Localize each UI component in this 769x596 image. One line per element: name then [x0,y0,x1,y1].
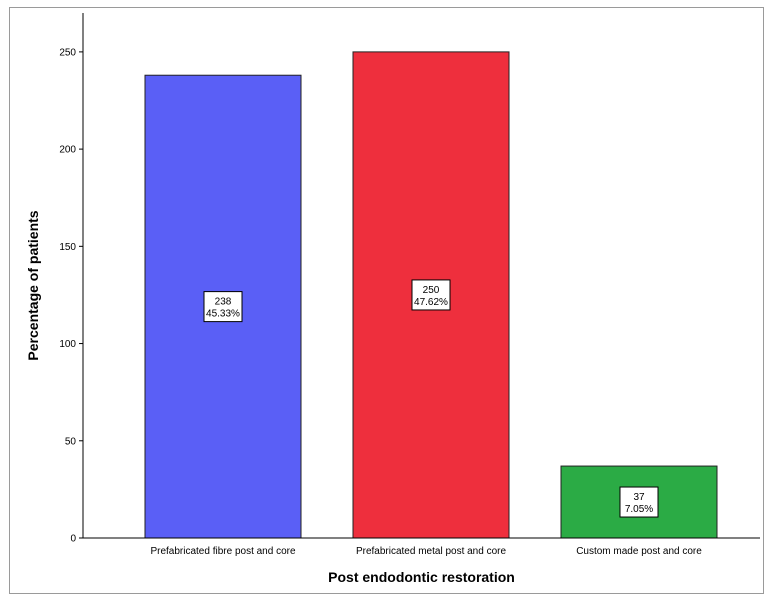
data-label-percent: 7.05% [625,504,653,515]
x-axis-title: Post endodontic restoration [328,569,515,585]
data-label-box [203,291,243,323]
x-axis: Prefabricated fibre post and core Prefabr… [83,537,760,557]
data-label-percent: 47.62% [414,297,448,308]
data-label-count: 37 [633,492,645,503]
data-label-count: 238 [215,297,232,308]
x-tick-label: Prefabricated metal post and core [356,546,507,557]
y-tick-label: 100 [59,339,76,350]
y-tick-label: 200 [59,145,76,156]
y-tick-label: 250 [59,47,76,58]
data-label-box [619,486,659,518]
x-tick-label: Custom made post and core [576,546,702,557]
y-tick-label: 150 [59,242,76,253]
x-tick-label: Prefabricated fibre post and core [150,546,296,557]
y-axis-title: Percentage of patients [25,210,41,360]
y-axis: 0 50 100 150 200 250 [59,13,84,545]
data-label-percent: 45.33% [206,309,240,320]
y-tick-label: 0 [70,534,76,545]
y-tick-label: 50 [65,436,77,447]
data-label-count: 250 [423,285,440,296]
data-label-box [411,279,451,311]
